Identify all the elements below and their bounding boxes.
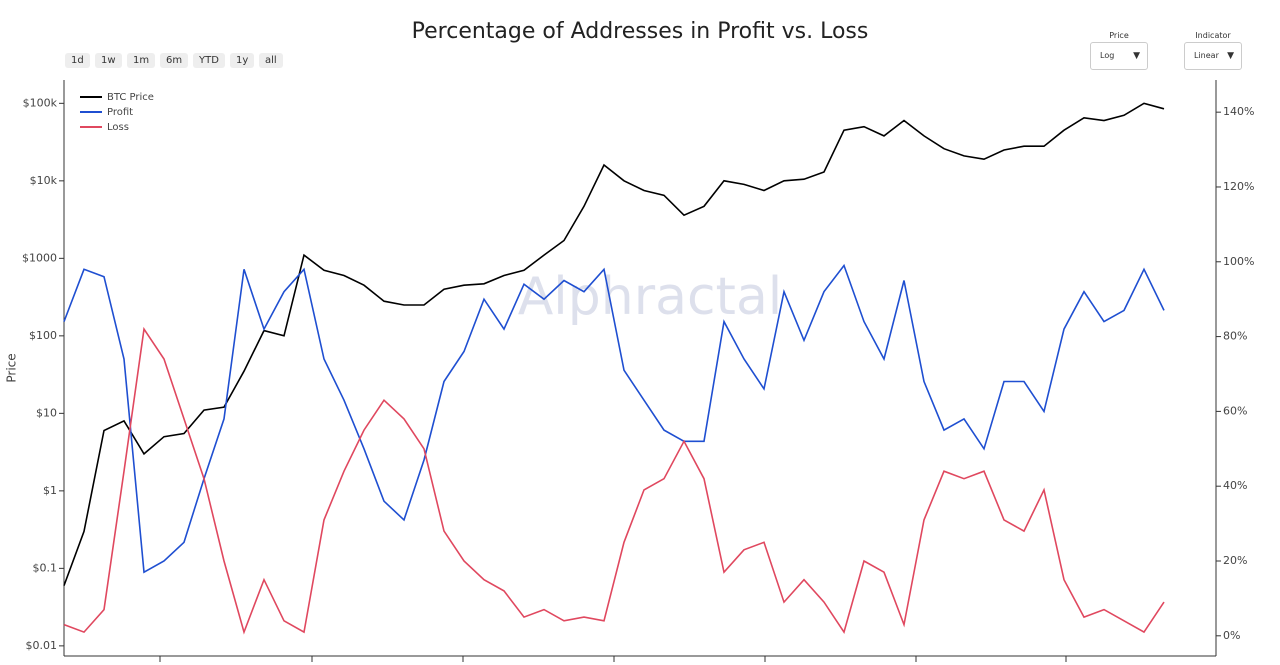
- series-line: [63, 102, 1165, 586]
- range-button[interactable]: 6m: [160, 53, 189, 68]
- y2-tick-label: 0%: [1223, 629, 1240, 642]
- y2-tick-label: 20%: [1223, 554, 1247, 567]
- y-tick-label: $1: [43, 484, 57, 497]
- dropdown-value: Linear: [1194, 51, 1219, 60]
- chart-title: Percentage of Addresses in Profit vs. Lo…: [412, 19, 869, 44]
- y-tick-label: $0.01: [26, 639, 58, 652]
- legend-label: BTC Price: [107, 92, 154, 103]
- range-button[interactable]: all: [259, 53, 283, 68]
- range-button[interactable]: YTD: [193, 53, 225, 68]
- y-tick-label: $10k: [30, 174, 58, 187]
- legend-label: Loss: [107, 122, 129, 133]
- y-tick-label: $100k: [23, 96, 58, 109]
- x-ticks: [159, 656, 1067, 662]
- indicator-scale-label: Indicator: [1195, 31, 1231, 40]
- legend-label: Profit: [107, 107, 133, 118]
- y2-tick-label: 40%: [1223, 479, 1247, 492]
- y-axis-title: Price: [5, 353, 19, 382]
- series-line: [63, 263, 1165, 574]
- price-scale-dropdown[interactable]: Log ▼: [1090, 42, 1148, 70]
- price-scale-label: Price: [1109, 31, 1129, 40]
- series-line: [63, 326, 1165, 635]
- y-tick-label: $10: [36, 406, 57, 419]
- range-button[interactable]: 1w: [95, 53, 122, 68]
- y-tick-label: $100: [29, 329, 57, 342]
- range-button[interactable]: 1d: [65, 53, 90, 68]
- y-tick-label: $0.1: [33, 561, 58, 574]
- y2-tick-label: 140%: [1223, 105, 1254, 118]
- dropdown-value: Log: [1100, 51, 1115, 60]
- indicator-scale-dropdown[interactable]: Linear ▼: [1184, 42, 1242, 70]
- range-button[interactable]: 1m: [127, 53, 156, 68]
- range-button[interactable]: 1y: [230, 53, 255, 68]
- y2-tick-label: 80%: [1223, 330, 1247, 343]
- y-tick-label: $1000: [22, 251, 57, 264]
- y2-tick-label: 100%: [1223, 255, 1254, 268]
- y2-tick-label: 120%: [1223, 180, 1254, 193]
- watermark: Alphractal: [518, 267, 783, 327]
- y2-tick-label: 60%: [1223, 404, 1247, 417]
